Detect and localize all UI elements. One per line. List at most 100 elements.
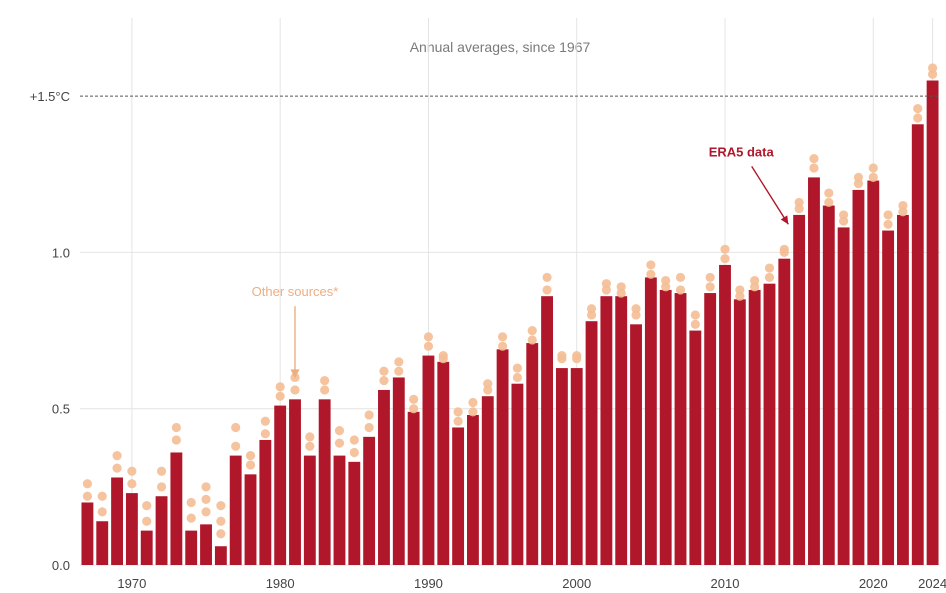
bar: [659, 289, 672, 565]
x-axis-ticks: 1970 1980 1990 2000 2010 2020 2024: [117, 576, 946, 591]
x-tick-label: 2024: [918, 576, 946, 591]
bar: [452, 427, 465, 565]
dot-point: [468, 397, 478, 408]
dot-point: [394, 357, 404, 367]
annotation-era5-arrow: [751, 166, 789, 225]
chart-subtitle: Annual averages, since 1967: [410, 39, 591, 55]
dot-point: [913, 104, 923, 114]
dot-point: [483, 379, 493, 389]
bar: [511, 383, 524, 565]
dot-point: [453, 407, 463, 417]
dot-point: [675, 285, 686, 295]
bar: [704, 293, 717, 565]
bar: [333, 455, 346, 565]
y-axis-ticks: 0.0 0.5 1.0 +1.5°C: [30, 89, 70, 573]
bar: [214, 546, 227, 565]
bar: [81, 502, 94, 565]
dot-point: [231, 441, 241, 451]
dot-point: [542, 285, 552, 295]
bar: [526, 343, 539, 565]
dot-point: [631, 304, 641, 314]
dot-point: [868, 163, 878, 173]
dot-point: [735, 285, 745, 295]
dot-point: [409, 394, 419, 404]
dot-point: [764, 263, 775, 273]
bar: [170, 452, 183, 565]
dot-point: [453, 416, 463, 426]
dot-point: [809, 154, 819, 164]
dot-point: [334, 438, 345, 448]
y-tick-label: 0.5: [52, 402, 70, 417]
dot-point: [112, 451, 122, 461]
bar: [185, 530, 198, 565]
bar: [155, 496, 168, 565]
dot-point: [557, 350, 567, 361]
dot-point: [720, 244, 730, 254]
bar: [140, 530, 153, 565]
dot-point: [334, 425, 345, 436]
dot-point: [186, 497, 196, 508]
bar: [852, 189, 865, 565]
dot-point: [82, 491, 93, 501]
dot-point: [349, 435, 359, 445]
dot-point: [112, 463, 122, 473]
bar: [837, 227, 850, 565]
dot-point: [824, 197, 834, 208]
dot-point: [364, 422, 374, 433]
dot-point: [646, 269, 656, 279]
bar: [585, 321, 598, 565]
bar: [467, 414, 479, 565]
bar: [748, 289, 761, 565]
x-tick-label: 1990: [414, 576, 443, 591]
x-tick-label: 2020: [859, 576, 888, 591]
dot-point: [794, 197, 804, 208]
bar: [111, 477, 123, 565]
bar-series-era5: [81, 80, 939, 566]
dot-point: [883, 210, 893, 220]
dot-point: [216, 501, 226, 511]
dot-point: [156, 466, 167, 476]
dot-point: [171, 422, 181, 433]
bar: [125, 493, 138, 565]
bar: [541, 296, 553, 565]
y-tick-label: +1.5°C: [30, 89, 70, 104]
dot-point: [201, 494, 211, 504]
dot-point: [913, 113, 923, 123]
dot-point: [868, 172, 878, 183]
dot-point: [231, 422, 241, 433]
dot-point: [750, 275, 760, 286]
dot-point: [275, 391, 285, 401]
x-tick-label: 1970: [117, 576, 146, 591]
bar: [407, 411, 420, 565]
bar: [422, 355, 435, 565]
y-tick-label: 1.0: [52, 245, 70, 260]
dot-point: [142, 501, 152, 511]
dot-point: [497, 341, 508, 351]
bar: [822, 205, 835, 566]
x-tick-label: 1980: [266, 576, 295, 591]
dot-point: [260, 416, 270, 426]
bar: [200, 524, 212, 565]
dot-point: [883, 219, 893, 229]
dot-point: [690, 310, 700, 320]
annotation-era5-label: ERA5 data: [709, 144, 775, 159]
dot-point: [616, 282, 626, 292]
bar: [689, 330, 702, 565]
dot-point: [601, 279, 611, 289]
y-tick-label: 0.0: [52, 558, 70, 573]
bar: [882, 230, 895, 565]
bar: [778, 258, 791, 565]
dot-point: [542, 272, 552, 283]
dot-point: [245, 460, 256, 470]
dot-point: [275, 382, 285, 392]
annotation-other-sources-label: Other sources*: [252, 284, 339, 299]
dot-point: [320, 385, 330, 395]
bar: [630, 324, 642, 565]
bar: [570, 368, 583, 565]
dot-point: [423, 341, 434, 351]
dot-point: [690, 319, 700, 329]
dot-point: [661, 275, 671, 286]
dot-point: [156, 482, 167, 492]
